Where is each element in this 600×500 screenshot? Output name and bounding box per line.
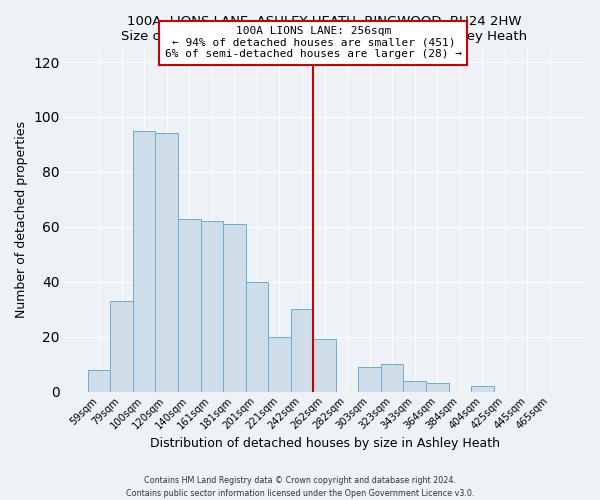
Bar: [133, 130, 155, 392]
Bar: [403, 380, 426, 392]
Bar: [178, 218, 200, 392]
Bar: [155, 134, 178, 392]
Bar: [110, 301, 133, 392]
X-axis label: Distribution of detached houses by size in Ashley Heath: Distribution of detached houses by size …: [149, 437, 500, 450]
Text: 100A LIONS LANE: 256sqm
← 94% of detached houses are smaller (451)
6% of semi-de: 100A LIONS LANE: 256sqm ← 94% of detache…: [165, 26, 462, 60]
Y-axis label: Number of detached properties: Number of detached properties: [15, 122, 28, 318]
Bar: [313, 340, 336, 392]
Bar: [268, 336, 291, 392]
Bar: [471, 386, 494, 392]
Text: Contains HM Land Registry data © Crown copyright and database right 2024.
Contai: Contains HM Land Registry data © Crown c…: [126, 476, 474, 498]
Bar: [223, 224, 245, 392]
Bar: [358, 367, 381, 392]
Bar: [88, 370, 110, 392]
Bar: [245, 282, 268, 392]
Bar: [200, 222, 223, 392]
Bar: [291, 310, 313, 392]
Bar: [426, 384, 449, 392]
Title: 100A, LIONS LANE, ASHLEY HEATH, RINGWOOD, BH24 2HW
Size of property relative to : 100A, LIONS LANE, ASHLEY HEATH, RINGWOOD…: [121, 15, 527, 43]
Bar: [381, 364, 403, 392]
